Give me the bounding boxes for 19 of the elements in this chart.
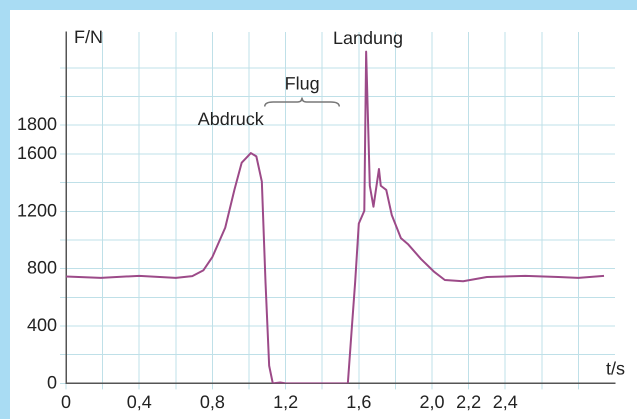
x-tick-label: 1,2 bbox=[273, 392, 298, 412]
y-axis-title: F/N bbox=[74, 26, 104, 47]
x-axis-title: t/s bbox=[606, 358, 625, 378]
y-tick-label: 1800 bbox=[16, 114, 58, 134]
x-tick-label: 2,2 bbox=[456, 392, 482, 412]
y-tick-label: 400 bbox=[26, 314, 58, 335]
annotation: Flug bbox=[284, 74, 320, 94]
y-tick-label: 1600 bbox=[16, 142, 58, 163]
y-tick-label: 0 bbox=[47, 372, 58, 392]
annotation: Landung bbox=[332, 28, 404, 48]
x-tick-label: 0 bbox=[61, 392, 72, 412]
x-tick-label: 0,8 bbox=[200, 392, 225, 412]
x-tick-label: 2,0 bbox=[420, 392, 445, 412]
y-tick-label: 800 bbox=[26, 258, 58, 278]
annotation: Abdruck bbox=[198, 108, 265, 129]
x-tick-label: 2,4 bbox=[492, 392, 518, 412]
x-tick-label: 1,6 bbox=[346, 392, 372, 412]
x-tick-label: 0,4 bbox=[126, 392, 152, 412]
y-tick-label: 1200 bbox=[16, 200, 58, 220]
